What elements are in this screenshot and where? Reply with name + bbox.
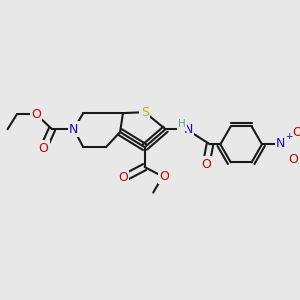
Text: S: S (141, 106, 149, 119)
Text: O: O (160, 170, 170, 183)
Text: O: O (292, 127, 300, 140)
Text: N: N (184, 123, 193, 136)
Text: O: O (201, 158, 211, 171)
Text: N: N (276, 137, 286, 150)
Text: N: N (69, 123, 79, 136)
Text: O: O (288, 153, 298, 166)
Text: +: + (285, 132, 292, 141)
Text: O: O (118, 171, 128, 184)
Text: O: O (39, 142, 48, 154)
Text: O: O (31, 108, 41, 121)
Text: H: H (178, 119, 185, 130)
